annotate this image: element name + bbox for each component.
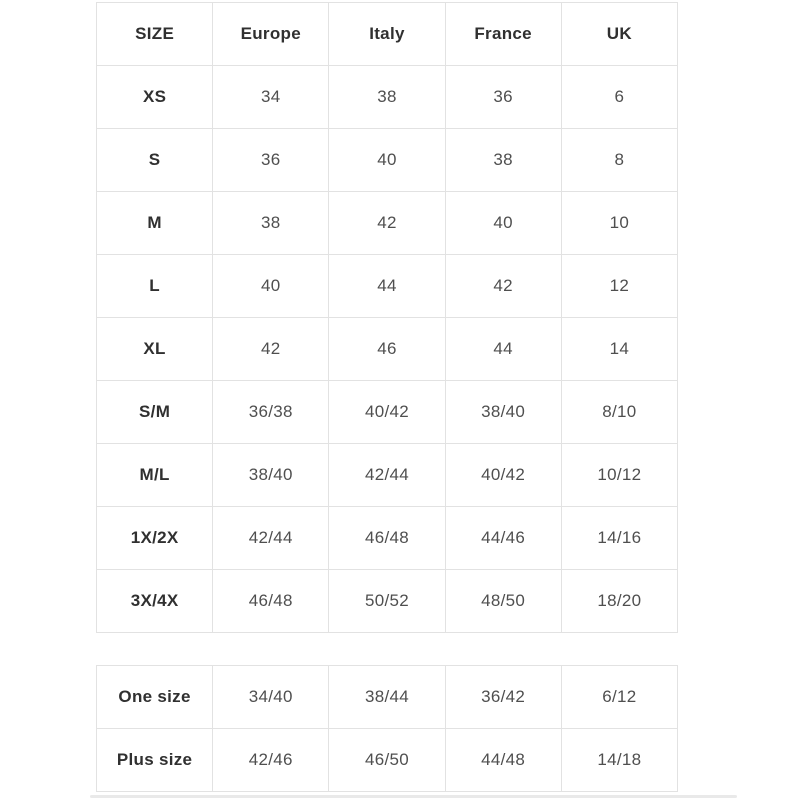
value-cell: 8/10 — [560, 380, 679, 444]
table-row-s: S 36 40 38 8 — [95, 128, 679, 192]
value-cell: 40 — [444, 191, 562, 255]
value-cell: 42/44 — [212, 506, 330, 570]
size-label-cell: L — [95, 254, 214, 318]
value-cell: 6 — [560, 65, 679, 129]
column-header-size: SIZE — [95, 2, 214, 66]
value-cell: 42/44 — [328, 443, 446, 507]
table-row-xs: XS 34 38 36 6 — [95, 65, 679, 129]
column-header-uk: UK — [560, 2, 679, 66]
value-cell: 42 — [212, 317, 330, 381]
table-row-l: L 40 44 42 12 — [95, 254, 679, 318]
size-label-cell: One size — [95, 665, 214, 729]
value-cell: 42 — [328, 191, 446, 255]
value-cell: 46/48 — [212, 569, 330, 633]
size-label-cell: 3X/4X — [95, 569, 214, 633]
header-row: SIZE Europe Italy France UK — [95, 2, 679, 66]
value-cell: 14 — [560, 317, 679, 381]
value-cell: 42/46 — [212, 728, 330, 792]
value-cell: 14/18 — [560, 728, 679, 792]
size-label-cell: M — [95, 191, 214, 255]
value-cell: 38/40 — [444, 380, 562, 444]
value-cell: 44 — [444, 317, 562, 381]
value-cell: 14/16 — [560, 506, 679, 570]
value-cell: 18/20 — [560, 569, 679, 633]
value-cell: 46 — [328, 317, 446, 381]
size-conversion-table: SIZE Europe Italy France UK XS 34 38 36 … — [95, 2, 679, 633]
table-row-one-size: One size 34/40 38/44 36/42 6/12 — [95, 665, 679, 729]
column-header-france: France — [444, 2, 562, 66]
value-cell: 42 — [444, 254, 562, 318]
value-cell: 34/40 — [212, 665, 330, 729]
value-cell: 46/48 — [328, 506, 446, 570]
value-cell: 44/46 — [444, 506, 562, 570]
value-cell: 36 — [212, 128, 330, 192]
size-label-cell: XL — [95, 317, 214, 381]
value-cell: 36 — [444, 65, 562, 129]
value-cell: 38 — [444, 128, 562, 192]
value-cell: 6/12 — [560, 665, 679, 729]
table-row-s-m: S/M 36/38 40/42 38/40 8/10 — [95, 380, 679, 444]
value-cell: 46/50 — [328, 728, 446, 792]
table-row-m: M 38 42 40 10 — [95, 191, 679, 255]
value-cell: 38 — [328, 65, 446, 129]
value-cell: 38/40 — [212, 443, 330, 507]
table-row-xl: XL 42 46 44 14 — [95, 317, 679, 381]
horizontal-scrollbar-thumb[interactable] — [90, 795, 737, 798]
value-cell: 40/42 — [444, 443, 562, 507]
value-cell: 48/50 — [444, 569, 562, 633]
column-header-italy: Italy — [328, 2, 446, 66]
table-row-3x-4x: 3X/4X 46/48 50/52 48/50 18/20 — [95, 569, 679, 633]
value-cell: 36/42 — [444, 665, 562, 729]
size-label-cell: XS — [95, 65, 214, 129]
value-cell: 40/42 — [328, 380, 446, 444]
value-cell: 10/12 — [560, 443, 679, 507]
size-label-cell: M/L — [95, 443, 214, 507]
value-cell: 36/38 — [212, 380, 330, 444]
value-cell: 34 — [212, 65, 330, 129]
column-header-europe: Europe — [212, 2, 330, 66]
value-cell: 10 — [560, 191, 679, 255]
table-row-1x-2x: 1X/2X 42/44 46/48 44/46 14/16 — [95, 506, 679, 570]
value-cell: 50/52 — [328, 569, 446, 633]
special-size-table: One size 34/40 38/44 36/42 6/12 Plus siz… — [95, 665, 679, 792]
value-cell: 40 — [328, 128, 446, 192]
value-cell: 8 — [560, 128, 679, 192]
table-row-m-l: M/L 38/40 42/44 40/42 10/12 — [95, 443, 679, 507]
size-label-cell: Plus size — [95, 728, 214, 792]
value-cell: 40 — [212, 254, 330, 318]
size-chart-container: SIZE Europe Italy France UK XS 34 38 36 … — [95, 2, 679, 792]
value-cell: 44/48 — [444, 728, 562, 792]
value-cell: 44 — [328, 254, 446, 318]
table-row-plus-size: Plus size 42/46 46/50 44/48 14/18 — [95, 728, 679, 792]
value-cell: 38/44 — [328, 665, 446, 729]
size-label-cell: S — [95, 128, 214, 192]
size-label-cell: 1X/2X — [95, 506, 214, 570]
value-cell: 12 — [560, 254, 679, 318]
size-label-cell: S/M — [95, 380, 214, 444]
value-cell: 38 — [212, 191, 330, 255]
